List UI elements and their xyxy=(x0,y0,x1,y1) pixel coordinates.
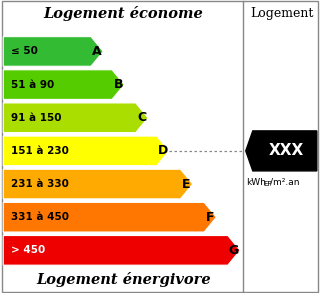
Polygon shape xyxy=(3,37,103,66)
Text: Logement économe: Logement économe xyxy=(43,6,203,21)
Text: G: G xyxy=(229,244,239,257)
Text: D: D xyxy=(158,144,168,157)
Polygon shape xyxy=(3,136,169,166)
Text: > 450: > 450 xyxy=(11,245,45,255)
Text: EP: EP xyxy=(263,181,272,187)
Text: B: B xyxy=(113,78,123,91)
Text: ≤ 50: ≤ 50 xyxy=(11,47,38,57)
Text: Logement énergivore: Logement énergivore xyxy=(36,272,211,287)
Polygon shape xyxy=(3,169,193,199)
Text: 51 à 90: 51 à 90 xyxy=(11,80,54,90)
Text: kWh: kWh xyxy=(246,178,266,187)
Text: Logement: Logement xyxy=(250,7,313,20)
Polygon shape xyxy=(3,236,240,265)
Polygon shape xyxy=(3,70,124,99)
Text: C: C xyxy=(137,111,146,124)
Text: 331 à 450: 331 à 450 xyxy=(11,212,69,222)
Text: E: E xyxy=(182,178,191,190)
Text: /m².an: /m².an xyxy=(270,178,299,187)
Text: 231 à 330: 231 à 330 xyxy=(11,179,69,189)
Text: F: F xyxy=(206,211,214,224)
Polygon shape xyxy=(3,202,216,232)
Text: XXX: XXX xyxy=(269,143,304,159)
Polygon shape xyxy=(3,103,148,132)
Text: 91 à 150: 91 à 150 xyxy=(11,113,62,123)
Text: A: A xyxy=(92,45,102,58)
Polygon shape xyxy=(246,131,317,171)
Text: 151 à 230: 151 à 230 xyxy=(11,146,69,156)
